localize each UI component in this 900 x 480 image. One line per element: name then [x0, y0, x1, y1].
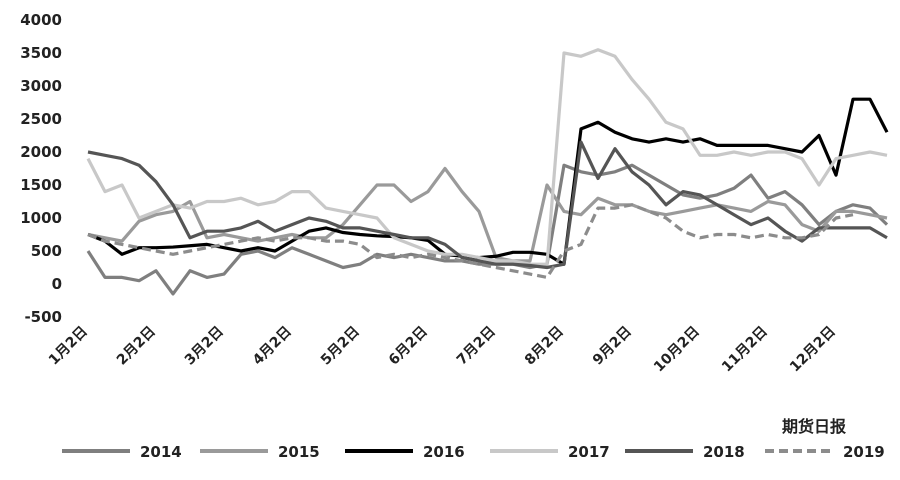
legend-item: 2014 — [62, 443, 182, 461]
x-tick-label: 8月2日 — [522, 324, 567, 369]
legend-item: 2015 — [200, 443, 320, 461]
series-line — [87, 203, 854, 279]
x-tick-label: 10月2日 — [651, 324, 703, 376]
y-tick-label: 2000 — [20, 143, 62, 161]
legend-label: 2017 — [568, 443, 610, 461]
y-tick-label: 3000 — [20, 77, 62, 95]
y-tick-label: 1500 — [20, 176, 62, 194]
y-tick-label: 1000 — [20, 209, 62, 227]
x-tick-label: 9月2日 — [590, 324, 635, 369]
watermark: 期货日报 — [782, 417, 846, 436]
y-tick-label: 2500 — [20, 110, 62, 128]
legend-item: 2016 — [345, 443, 465, 461]
legend-label: 2016 — [423, 443, 465, 461]
x-tick-label: 6月2日 — [386, 324, 431, 369]
series-line — [87, 140, 888, 270]
y-tick-label: 3500 — [20, 44, 62, 62]
x-tick-label: 11月2日 — [719, 324, 771, 376]
y-tick-label: 0 — [52, 275, 62, 293]
y-tick-label: 500 — [31, 242, 62, 260]
x-tick-label: 7月2日 — [454, 324, 499, 369]
x-tick-label: 1月2日 — [46, 324, 91, 369]
x-tick-label: 2月2日 — [114, 324, 159, 369]
series-line — [86, 163, 889, 296]
legend-item: 2019 — [765, 443, 885, 461]
series-line — [87, 166, 888, 263]
y-tick-label: -500 — [24, 308, 62, 326]
x-tick-label: 5月2日 — [318, 324, 363, 369]
legend-label: 2019 — [843, 443, 885, 461]
legend-item: 2017 — [490, 443, 610, 461]
legend-label: 2018 — [703, 443, 745, 461]
x-tick-label: 3月2日 — [182, 324, 227, 369]
x-tick-label: 12月2日 — [787, 324, 839, 376]
legend-item: 2018 — [625, 443, 745, 461]
series-line — [86, 48, 888, 266]
x-tick-label: 4月2日 — [250, 324, 295, 369]
legend-label: 2015 — [278, 443, 320, 461]
series-line — [87, 97, 889, 266]
y-tick-label: 4000 — [20, 11, 62, 29]
legend-label: 2014 — [140, 443, 182, 461]
